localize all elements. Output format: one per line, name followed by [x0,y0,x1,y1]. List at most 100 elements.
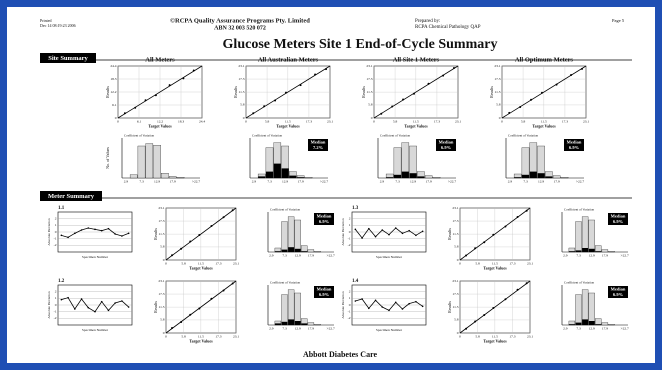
x-tick-label: 23.1 [327,119,333,123]
x-tick-label: 17.3 [434,119,440,123]
x-tick-label: 2.9 [124,179,129,183]
point [394,227,397,229]
point [474,247,477,250]
median-box [564,139,584,151]
title: Glucose Meters Site 1 End-of-Cycle Summa… [223,37,498,52]
point [222,216,225,219]
y-tick-label: 5.8 [496,103,501,107]
panel-title: All Optimum Meters [515,56,574,63]
bar-site [393,174,402,178]
x-tick-label: 7.3 [576,326,581,330]
point [415,300,417,303]
point [274,99,277,102]
x-tick-label: 0 [245,119,247,123]
axis-label: Results [447,228,452,240]
point [474,320,477,323]
bar [137,145,146,179]
x-tick-label: 17.9 [308,326,314,330]
abn: ABN 32 003 520 072 [214,25,266,31]
point [570,74,573,77]
y-tick-label: 2 [349,216,351,220]
bar [176,177,185,179]
x-tick-label: 12.9 [295,326,301,330]
point [361,237,363,239]
x-tick-label: 2.9 [252,179,257,183]
x-tick-label: 17.9 [426,179,432,183]
bar [153,145,161,179]
point [325,68,327,71]
x-tick-label: 5.8 [181,334,186,338]
y-tick-label: 11.5 [159,232,165,236]
bar-site [582,319,589,325]
point [67,296,69,299]
point [465,254,468,257]
point [374,299,377,302]
bar [281,221,288,253]
bar [314,324,321,326]
y-tick-label: 11.5 [367,90,373,94]
y-tick-label: -2 [54,243,57,247]
printed-date: Dec 14 08:19:23 2006 [40,23,76,28]
x-tick-label: 23.1 [233,334,239,338]
y-tick-label: 11.5 [159,305,165,309]
point [107,227,110,230]
point [415,234,417,237]
point [210,297,213,300]
median-value: 6.9% [319,292,330,297]
point [519,105,522,108]
point [123,112,126,115]
x-tick-label: 17.3 [215,334,221,338]
x-tick-label: 11.5 [198,261,204,265]
bar-site [575,322,582,325]
x-tick-label: 12.9 [410,179,416,183]
x-tick-label: 7.3 [282,253,287,257]
x-tick-label: 17.3 [562,119,568,123]
x-tick-label: 7.3 [523,179,528,183]
y-tick-label: 17.3 [366,77,372,81]
bar-site [588,321,595,325]
y-tick-label: -1 [348,309,351,313]
point [368,227,370,230]
point [121,300,123,302]
bar [588,292,595,326]
meter-heading: Meter Summary [48,193,95,200]
bar-site [401,171,409,178]
x-tick-label: 5.8 [475,334,480,338]
x-tick-label: 0 [501,119,503,123]
y-tick-label: 11.5 [453,232,459,236]
bar [595,245,602,253]
point [381,306,384,308]
x-tick-label: 2.9 [508,179,513,183]
bar-site [258,176,266,178]
axis-label: Target Values [148,123,172,128]
point [189,240,192,243]
y-tick-label: 24.4 [110,64,116,68]
x-tick-label: >22.7 [576,179,584,183]
median-value: 6.9% [441,145,452,150]
x-tick-label: 17.3 [509,261,515,265]
bar [307,322,315,326]
x-tick-label: 11.5 [285,119,291,123]
point [388,233,390,236]
y-tick-label: 0 [243,116,245,120]
point [492,233,495,236]
axis-label: Results [153,228,158,240]
axis-label: Coefficient of Variation [564,281,595,285]
heading-box [40,191,102,201]
y-tick-label: 12.2 [110,90,116,94]
point [381,229,384,231]
axis-label: Coefficient of Variation [270,208,301,212]
point [67,236,69,239]
bar-site [294,321,301,325]
x-tick-label: 17.9 [602,253,608,257]
y-tick-label: -2 [54,316,57,320]
bar-site [281,249,288,252]
bar-site [545,176,553,178]
axis-label: Coefficient of Variation [252,134,283,138]
y-tick-label: 18.3 [110,77,116,81]
y-tick-label: 0 [457,331,459,335]
x-tick-label: 5.8 [521,119,526,123]
x-tick-label: 11.5 [492,334,498,338]
x-tick-label: 5.8 [393,119,398,123]
bar-site [273,163,281,178]
